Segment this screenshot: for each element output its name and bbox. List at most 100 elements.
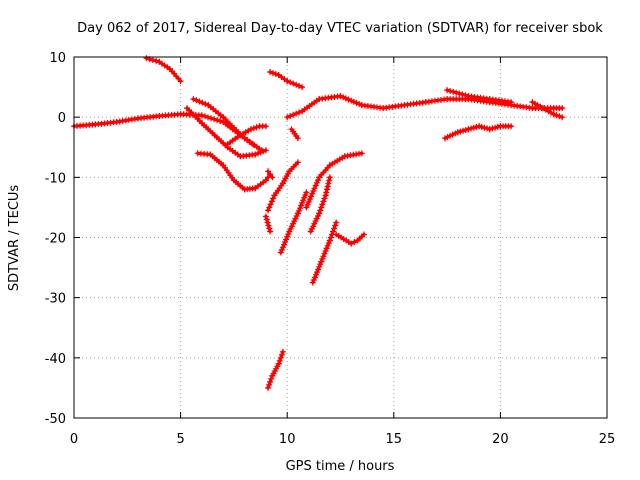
data-point [266, 204, 273, 211]
plot-frame [73, 56, 608, 419]
x-tick-label: 15 [386, 432, 403, 447]
data-point [306, 196, 313, 203]
data-point [254, 150, 261, 157]
data-point [311, 185, 318, 192]
data-point [270, 195, 277, 202]
data-point [489, 125, 496, 132]
data-point [331, 225, 338, 232]
x-tick-label: 0 [70, 432, 78, 447]
data-point [325, 180, 332, 187]
data-point [311, 274, 318, 281]
data-point [293, 81, 300, 88]
series-track-14 [288, 126, 301, 142]
y-tick-label: -20 [45, 232, 66, 247]
data-point [320, 198, 327, 205]
data-point [262, 213, 269, 220]
data-point [265, 222, 272, 229]
data-point [326, 177, 333, 184]
data-point [287, 79, 294, 86]
data-point [559, 114, 566, 121]
data-point [260, 148, 267, 155]
series-track-10 [265, 348, 286, 391]
data-point [444, 87, 451, 94]
data-point [266, 225, 273, 232]
data-point [315, 266, 322, 273]
data-point [303, 204, 310, 211]
data-point [153, 57, 160, 64]
data-point [462, 92, 469, 99]
series-track-18 [333, 231, 367, 247]
data-point [193, 97, 200, 104]
data-point [267, 201, 274, 208]
series-track-7 [265, 168, 276, 181]
y-tick-label: -50 [45, 412, 66, 427]
data-point [309, 190, 316, 197]
data-point [486, 126, 493, 133]
data-point [330, 228, 336, 235]
data-point [460, 127, 467, 134]
data-point [276, 357, 283, 364]
data-point [447, 88, 454, 94]
y-tick-label: -10 [45, 171, 66, 186]
data-point [322, 192, 329, 199]
y-tick-label: 0 [58, 111, 66, 126]
data-point [290, 80, 297, 87]
series-track-19 [442, 123, 515, 142]
y-tick-label: -30 [45, 292, 66, 307]
data-point [342, 95, 349, 102]
data-point [459, 91, 466, 98]
data-point [284, 114, 291, 121]
data-point [190, 96, 197, 103]
data-point [345, 96, 352, 103]
series-track-21 [529, 99, 566, 121]
data-point [299, 84, 306, 91]
data-point [198, 112, 205, 119]
data-point [310, 188, 317, 194]
series-track-8 [265, 159, 301, 214]
data-point [208, 115, 215, 122]
series-track-12 [277, 189, 310, 256]
data-point [263, 216, 270, 223]
data-point [324, 242, 331, 249]
data-point [264, 219, 271, 226]
data-point [270, 70, 276, 76]
data-point [196, 98, 203, 105]
data-point [284, 78, 291, 85]
x-tick-label: 5 [176, 432, 184, 447]
y-tick-label: 10 [49, 51, 66, 66]
data-point [351, 239, 358, 245]
data-point [553, 112, 560, 119]
data-point [457, 128, 464, 135]
data-point [319, 201, 326, 208]
data-point [177, 78, 184, 85]
data-point [265, 384, 271, 391]
data-point [350, 98, 357, 105]
data-point [267, 69, 274, 75]
data-point [453, 89, 460, 96]
data-point [149, 57, 156, 63]
series-track-13 [284, 93, 566, 121]
data-point [143, 55, 150, 62]
data-point [305, 198, 312, 205]
data-point [358, 150, 365, 157]
data-point [321, 195, 328, 202]
data-point [450, 88, 457, 95]
data-point [348, 240, 355, 247]
data-point [327, 234, 334, 241]
data-point [481, 124, 488, 131]
data-point [550, 111, 557, 118]
data-point [272, 71, 279, 77]
data-point [304, 201, 311, 208]
x-tick-label: 10 [279, 432, 296, 447]
data-point [253, 124, 260, 131]
data-point [283, 236, 290, 243]
data-point [332, 222, 339, 229]
data-point [267, 228, 274, 235]
data-point [294, 135, 301, 142]
data-point [300, 197, 307, 204]
data-point [287, 113, 294, 119]
data-point [279, 348, 286, 355]
data-point [361, 231, 367, 238]
